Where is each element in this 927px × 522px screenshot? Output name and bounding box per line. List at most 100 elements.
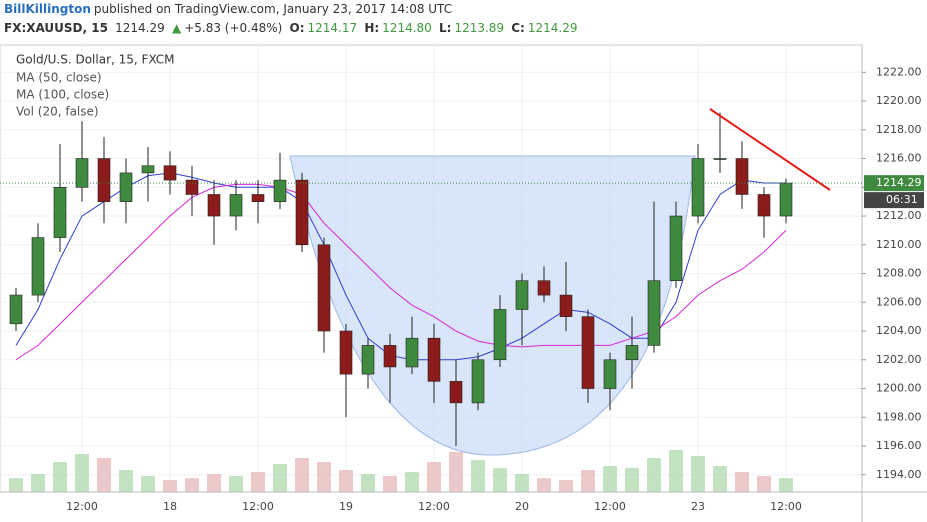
o: 1214.17 [307,21,358,35]
volume-bar [119,470,133,492]
candle-body [317,244,331,332]
x-tick-label: 12:00 [770,500,802,513]
volume-bar [603,466,617,492]
x-tick-label: 18 [163,500,177,513]
x-tick-label: 12:00 [242,500,274,513]
h-label: H: [364,21,380,35]
y-tick-label: 1202.00 [876,353,922,366]
volume-bar [9,478,23,492]
y-tick-label: 1220.00 [876,94,922,107]
legend-volume: Vol (20, false) [16,105,99,119]
header-line-2: FX:XAUUSD, 15 1214.29 ▲ +5.83 (+0.48%) O:… [4,21,580,35]
published: published on TradingView.com, January 23… [93,2,453,16]
candle-body [735,158,749,195]
candle-body [339,330,353,375]
volume-bar [185,478,199,492]
y-tick-label: 1216.00 [876,152,922,165]
h: 1214.80 [382,21,432,35]
candle-body [97,158,111,202]
candle-body [625,345,639,361]
y-tick-label: 1208.00 [876,267,922,280]
x-tick-label: 12:00 [594,500,626,513]
volume-bar [163,480,177,492]
candle-body [361,345,375,375]
change: +5.83 (+0.48%) [184,21,283,35]
header-line-1: BillKillington published on TradingView.c… [4,2,455,16]
last-price-label: 1214.29 [876,176,922,189]
volume-bar [713,466,727,492]
l: 1213.89 [454,21,505,35]
chart: Gold/U.S. Dollar, 15, FXCM MA (50, close… [0,44,927,522]
candle-body [493,309,507,361]
volume-bar [339,470,353,492]
chart-title: Gold/U.S. Dollar, 15, FXCM [16,53,175,67]
candle-body [251,194,265,202]
candle-body [691,158,705,217]
legend-ma50: MA (50, close) [16,71,102,85]
volume-bar [493,468,507,492]
candle-body [603,359,617,389]
candle-body [119,172,133,202]
y-tick-label: 1200.00 [876,382,922,395]
candle-body [185,179,199,195]
volume-bar [669,450,683,492]
volume-bar [207,474,221,492]
y-tick-label: 1194.00 [876,468,922,481]
candle-body [559,294,573,317]
volume-bar [757,476,771,492]
countdown-label: 06:31 [886,193,918,206]
volume-bar [691,456,705,492]
candle-body [647,280,661,346]
volume-bar [779,478,793,492]
volume-bar [625,468,639,492]
y-tick-label: 1204.00 [876,324,922,337]
volume-bar [559,480,573,492]
l-label: L: [438,21,452,35]
candle-body [449,381,463,404]
symbol: FX:XAUUSD, 15 [4,21,108,35]
candle-body [53,186,67,238]
candle-body [669,215,683,282]
volume-bar [471,460,485,492]
candle-body [779,182,793,217]
volume-bar [537,478,551,492]
volume-bar [647,458,661,492]
volume-bar [317,462,331,492]
volume-bar [581,470,595,492]
arrow: ▲ [171,21,182,35]
countdown-badge [864,192,924,209]
last-price-badge [864,175,924,192]
x-tick-label: 20 [515,500,529,513]
x-tick-label: 12:00 [418,500,450,513]
author[interactable]: BillKillington [4,2,91,16]
candle-body [405,337,419,368]
volume-bar [449,452,463,492]
candle-body [141,165,155,174]
volume-bar [427,462,441,492]
price: 1214.29 [115,21,165,35]
volume-bar [251,472,265,492]
y-tick-label: 1212.00 [876,209,922,222]
volume-bar [273,464,287,492]
candle-body [383,345,397,368]
y-tick-label: 1218.00 [876,123,922,136]
legend-ma100: MA (100, close) [16,88,109,102]
volume-bar [295,458,309,492]
y-tick-label: 1210.00 [876,238,922,251]
x-tick-label: 12:00 [66,500,98,513]
volume-bar [229,476,243,492]
candle-body [427,337,441,382]
candle-body [31,237,45,296]
x-tick-label: 19 [339,500,353,513]
volume-bar [141,476,155,492]
candle-body [713,158,727,160]
candle-body [581,316,595,389]
volume-bar [75,454,89,492]
y-tick-label: 1198.00 [876,410,922,423]
c: 1214.29 [527,21,578,35]
volume-bar [97,458,111,492]
candle-body [163,165,177,181]
candle-body [9,294,23,325]
candle-body [515,280,529,310]
